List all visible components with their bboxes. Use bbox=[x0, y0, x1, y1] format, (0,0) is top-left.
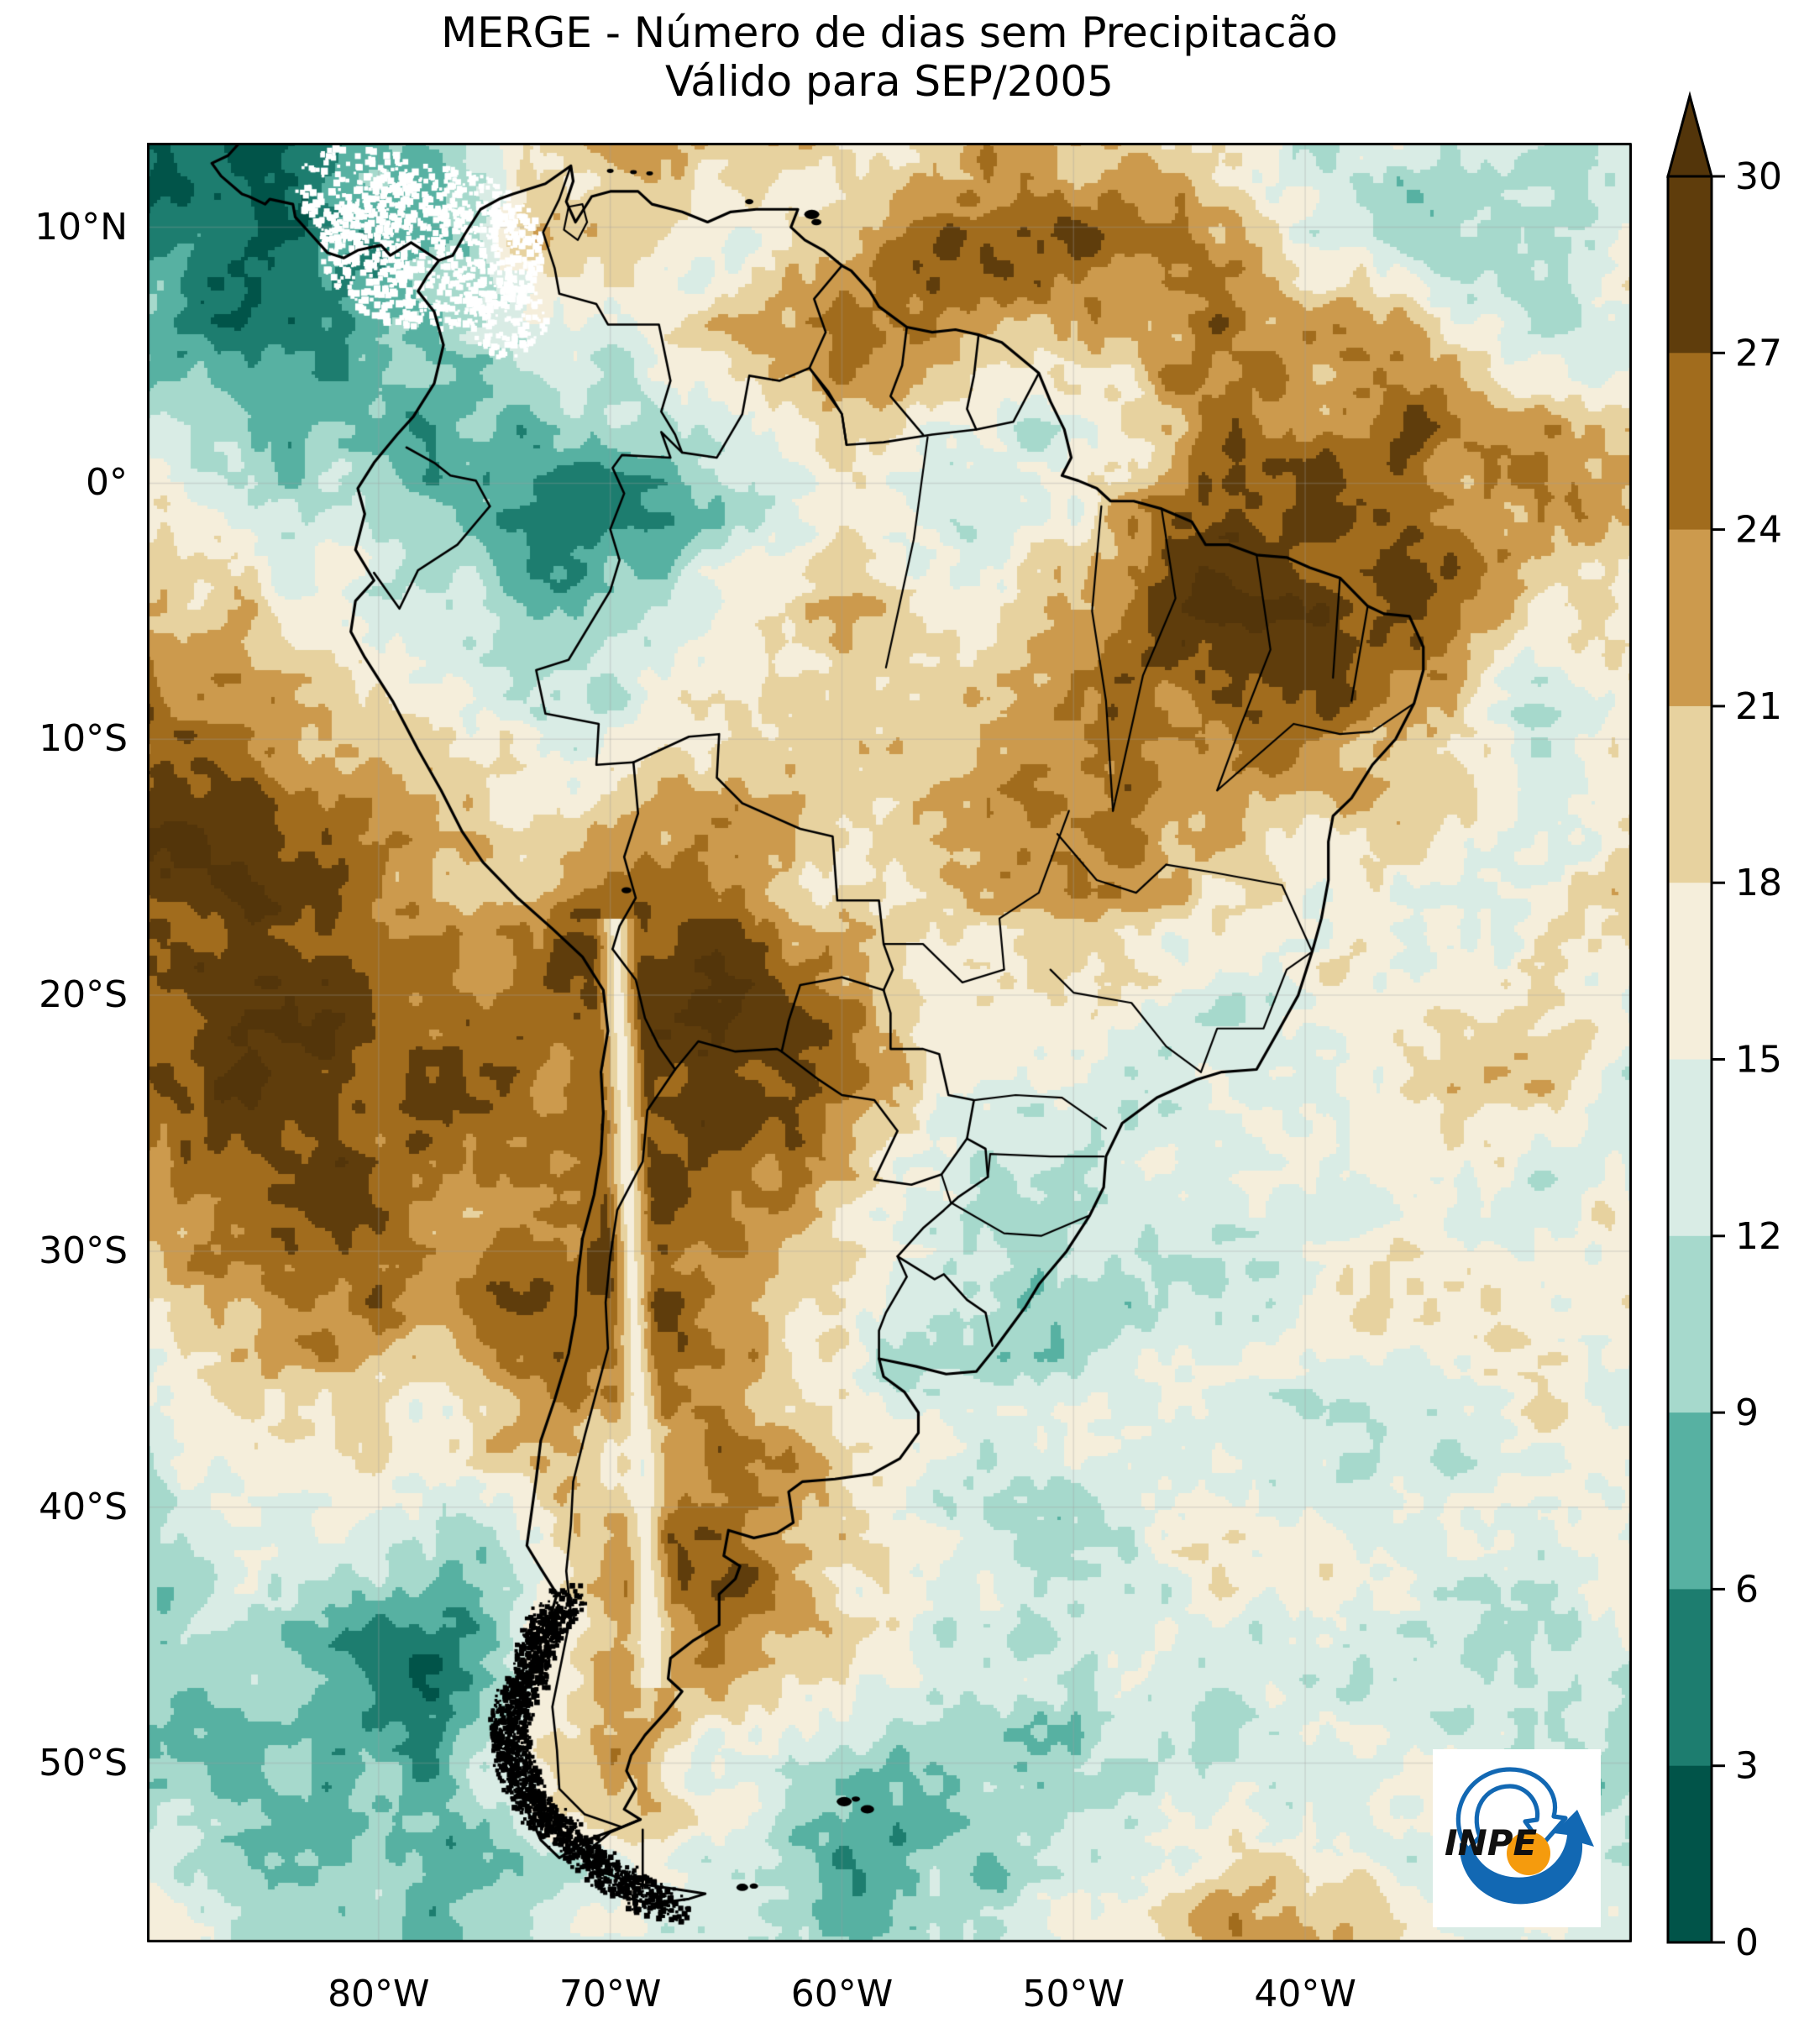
colorbar-extend-arrow bbox=[1666, 91, 1713, 178]
colorbar-segment bbox=[1668, 1412, 1712, 1590]
chart-subtitle: Válido para SEP/2005 bbox=[664, 57, 1114, 106]
colorbar-tick-label: 9 bbox=[1735, 1391, 1759, 1434]
lat-tick-label: 10°S bbox=[39, 717, 128, 761]
lat-tick-label: 40°S bbox=[39, 1485, 128, 1528]
inpe-swoosh-arrow bbox=[1459, 1810, 1594, 1905]
lon-tick-label: 60°W bbox=[790, 1973, 894, 2015]
inpe-loop-arrow bbox=[1455, 1767, 1568, 1853]
colorbar-tick-label: 6 bbox=[1735, 1568, 1759, 1611]
lon-tick-label: 80°W bbox=[328, 1973, 430, 2015]
lon-tick-label: 70°W bbox=[559, 1973, 662, 2015]
colorbar-segment bbox=[1668, 1059, 1712, 1237]
colorbar-tick-label: 30 bbox=[1735, 155, 1782, 198]
colorbar-tick-label: 0 bbox=[1735, 1921, 1759, 1964]
colorbar-tick-label: 21 bbox=[1735, 685, 1782, 728]
colorbar-segment bbox=[1668, 883, 1712, 1060]
inpe-logo-text: INPE bbox=[1445, 1822, 1538, 1863]
lat-tick-label: 10°N bbox=[34, 205, 128, 249]
lat-tick-label: 50°S bbox=[39, 1741, 128, 1785]
colorbar-segment bbox=[1668, 705, 1712, 883]
lat-tick-label: 30°S bbox=[39, 1229, 128, 1272]
colorbar-tick-label: 15 bbox=[1735, 1039, 1782, 1082]
lon-tick-label: 40°W bbox=[1254, 1973, 1356, 2015]
colorbar-tick-label: 27 bbox=[1735, 332, 1782, 375]
colorbar-tick-label: 3 bbox=[1735, 1745, 1759, 1788]
lon-tick-label: 50°W bbox=[1022, 1973, 1125, 2015]
colorbar-segment bbox=[1668, 1235, 1712, 1413]
colorbar-tick-label: 24 bbox=[1735, 509, 1782, 552]
inpe-logo: INPE bbox=[1433, 1749, 1601, 1927]
colorbar-segment bbox=[1668, 176, 1712, 354]
chart-title: MERGE - Número de dias sem Precipitacão bbox=[441, 8, 1338, 57]
inpe-sun bbox=[1507, 1832, 1550, 1875]
lat-tick-label: 20°S bbox=[39, 973, 128, 1017]
colorbar-segment bbox=[1668, 353, 1712, 531]
inpe-logo-graphic: INPE bbox=[1445, 1767, 1594, 1905]
colorbar-tick-label: 18 bbox=[1735, 862, 1782, 904]
colorbar-segment bbox=[1668, 1589, 1712, 1767]
colorbar: 0 3 6 9 12 15 18 21 24 27 30 bbox=[1666, 91, 1782, 1964]
colorbar-segment bbox=[1668, 1765, 1712, 1943]
colorbar-tick-label: 12 bbox=[1735, 1215, 1782, 1258]
colorbar-segment bbox=[1668, 529, 1712, 707]
lat-tick-label: 0° bbox=[86, 461, 128, 505]
precipitation-map-canvas bbox=[147, 143, 1632, 1942]
